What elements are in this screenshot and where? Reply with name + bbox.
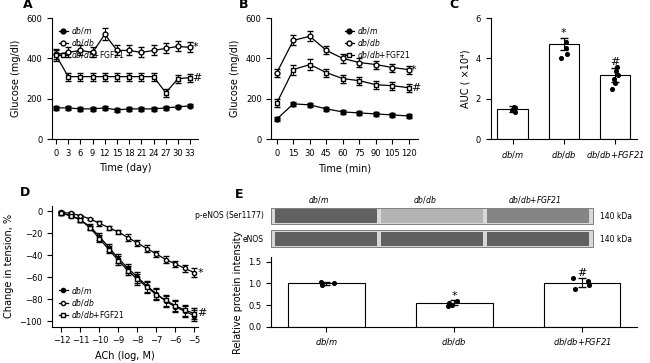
Y-axis label: Change in tension, %: Change in tension, %: [4, 214, 14, 318]
Text: p-eNOS (Ser1177): p-eNOS (Ser1177): [195, 211, 264, 220]
Text: $db/db$: $db/db$: [413, 194, 437, 205]
Point: [317, 282, 327, 287]
Point: [561, 40, 571, 45]
Point: [443, 303, 454, 309]
Point: [613, 72, 623, 78]
Point: [452, 298, 462, 304]
Text: A: A: [23, 0, 32, 12]
Point: [611, 68, 621, 73]
Text: eNOS: eNOS: [243, 235, 264, 244]
X-axis label: Time (day): Time (day): [99, 163, 151, 174]
Point: [329, 281, 339, 286]
Bar: [272, 208, 593, 224]
Point: [612, 64, 623, 69]
Text: C: C: [450, 0, 459, 12]
Bar: [543, 282, 620, 327]
Text: #: #: [198, 309, 207, 318]
Point: [447, 302, 457, 307]
Text: #: #: [610, 57, 619, 67]
Bar: [381, 209, 484, 223]
Point: [568, 275, 578, 281]
Text: *: *: [561, 28, 567, 38]
Text: 140 kDa: 140 kDa: [601, 235, 632, 244]
Text: #: #: [577, 269, 587, 278]
Legend: $db/m$, $db/db$, $db/db$+FGF21: $db/m$, $db/db$, $db/db$+FGF21: [56, 281, 128, 323]
Point: [556, 56, 566, 61]
X-axis label: Time (min): Time (min): [318, 163, 371, 174]
Legend: $db/m$, $db/db$, $db/db$+FGF21: $db/m$, $db/db$, $db/db$+FGF21: [341, 22, 414, 64]
Y-axis label: AUC ( ×10⁴): AUC ( ×10⁴): [460, 49, 470, 108]
Text: *: *: [198, 268, 203, 278]
Text: $db/m$: $db/m$: [308, 194, 330, 205]
Point: [444, 300, 454, 306]
Text: B: B: [239, 0, 249, 12]
Y-axis label: Glucose (mg/dl): Glucose (mg/dl): [230, 40, 240, 117]
Point: [510, 109, 520, 115]
Bar: [549, 44, 579, 139]
Text: #: #: [192, 73, 202, 83]
Y-axis label: Glucose (mg/dl): Glucose (mg/dl): [11, 40, 21, 117]
Point: [510, 105, 521, 111]
Bar: [497, 109, 528, 139]
Point: [560, 45, 571, 51]
Text: E: E: [235, 188, 243, 201]
Point: [509, 104, 519, 110]
Legend: $db/m$, $db/db$, $db/db$+FGF21: $db/m$, $db/db$, $db/db$+FGF21: [56, 22, 128, 64]
Point: [316, 279, 326, 285]
Y-axis label: Relative protein intensity: Relative protein intensity: [233, 231, 243, 354]
Point: [609, 76, 619, 82]
Text: D: D: [20, 186, 30, 199]
Bar: [275, 209, 378, 223]
Point: [570, 286, 580, 291]
Point: [584, 282, 594, 287]
X-axis label: ACh (log, M): ACh (log, M): [96, 351, 155, 361]
Point: [610, 80, 620, 86]
Bar: [487, 232, 590, 245]
Text: *: *: [451, 290, 457, 301]
Point: [607, 86, 618, 91]
Bar: [487, 209, 590, 223]
Bar: [272, 231, 593, 247]
Text: *: *: [192, 42, 198, 52]
Text: *: *: [411, 65, 417, 74]
Bar: [288, 284, 365, 327]
Point: [562, 52, 573, 57]
Bar: [381, 232, 484, 245]
Point: [507, 107, 517, 113]
Text: 140 kDa: 140 kDa: [601, 212, 632, 221]
Text: $db/db$+FGF21: $db/db$+FGF21: [508, 194, 562, 205]
Text: #: #: [411, 83, 421, 93]
Bar: [275, 232, 378, 245]
Bar: [600, 75, 630, 139]
Point: [583, 278, 593, 284]
Bar: [416, 303, 493, 327]
